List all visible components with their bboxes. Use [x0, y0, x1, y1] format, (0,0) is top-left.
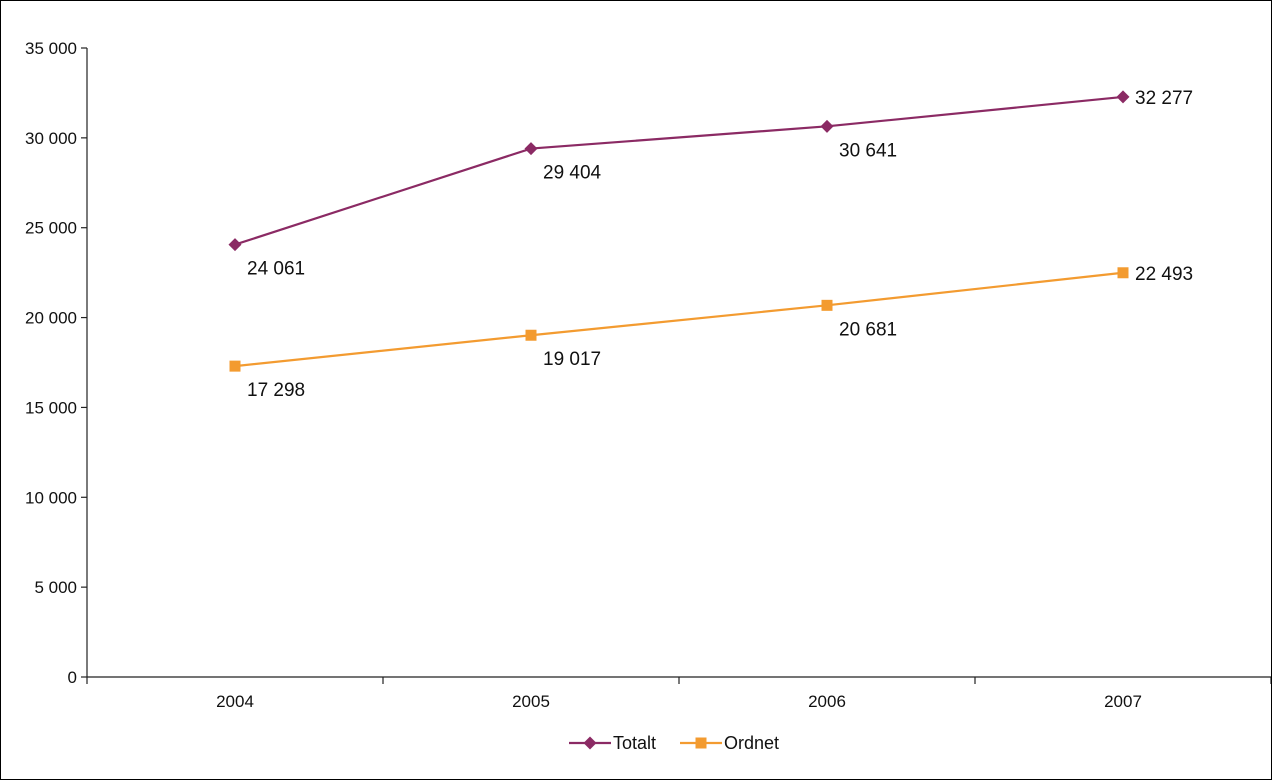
y-tick-label: 35 000 [25, 39, 77, 58]
data-label: 19 017 [543, 349, 601, 370]
y-tick-label: 30 000 [25, 129, 77, 148]
data-label: 24 061 [247, 259, 305, 280]
legend-label: Ordnet [724, 733, 779, 753]
data-label: 22 493 [1135, 264, 1193, 285]
y-tick-label: 25 000 [25, 219, 77, 238]
data-point-square [525, 329, 537, 341]
data-point-square [821, 299, 833, 311]
data-point-diamond [524, 142, 538, 156]
x-tick-label: 2007 [1104, 692, 1142, 711]
data-point-square [695, 737, 707, 749]
series-layer: 24 061 29 404 30 641 32 277 17 298 19 017 20 6… [228, 88, 1193, 401]
y-tick-label: 10 000 [25, 488, 77, 507]
series-totalt: 24 061 29 404 30 641 32 277 [228, 88, 1193, 280]
x-tick-label: 2005 [512, 692, 550, 711]
data-label: 32 277 [1135, 88, 1193, 109]
data-point-square [229, 360, 241, 372]
data-point-diamond [228, 238, 242, 252]
data-point-diamond [820, 119, 834, 133]
data-label: 30 641 [839, 140, 897, 161]
y-axis: 0 5 000 10 000 15 000 20 000 25 000 30 000 35 0… [25, 39, 88, 687]
legend-label: Totalt [613, 733, 656, 753]
x-axis: 2004 2005 2006 2007 [86, 676, 1271, 711]
series-line [234, 271, 1124, 368]
data-point-diamond [583, 736, 597, 750]
legend: Totalt Ordnet [569, 733, 779, 753]
data-point-diamond [1116, 90, 1130, 104]
data-label: 29 404 [543, 163, 602, 184]
data-label: 20 681 [839, 319, 897, 340]
legend-item-ordnet: Ordnet [680, 733, 779, 753]
y-tick-label: 5 000 [34, 578, 77, 597]
data-point-square [1117, 267, 1129, 279]
series-line [234, 95, 1124, 246]
y-tick-label: 20 000 [25, 309, 77, 328]
y-tick-label: 15 000 [25, 398, 77, 417]
x-tick-label: 2006 [808, 692, 846, 711]
y-tick-label: 0 [68, 668, 77, 687]
x-tick-label: 2004 [216, 692, 254, 711]
legend-item-totalt: Totalt [569, 733, 656, 753]
data-label: 17 298 [247, 380, 305, 401]
series-ordnet: 17 298 19 017 20 681 22 493 [229, 264, 1193, 401]
